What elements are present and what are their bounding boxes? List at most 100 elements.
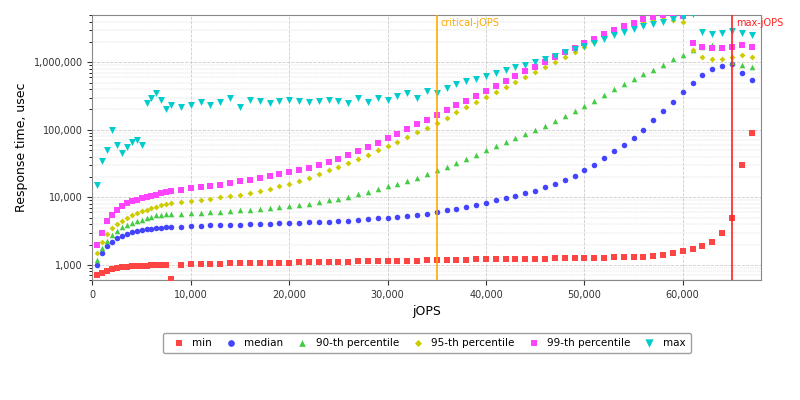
median [150, 225, 162, 231]
min [282, 259, 295, 266]
90-th percentile [381, 183, 394, 189]
99-th percentile [352, 148, 365, 154]
median [529, 188, 542, 194]
max [254, 98, 266, 104]
max [637, 23, 650, 30]
95-th percentile [106, 225, 118, 231]
min [509, 256, 522, 262]
95-th percentile [549, 58, 562, 65]
min [726, 214, 738, 221]
min [214, 260, 226, 267]
95-th percentile [140, 206, 153, 213]
95-th percentile [174, 199, 187, 205]
median [126, 229, 138, 236]
90-th percentile [430, 167, 443, 174]
99-th percentile [450, 102, 463, 108]
max [686, 11, 699, 17]
95-th percentile [618, 25, 630, 31]
95-th percentile [115, 218, 128, 224]
median [302, 219, 315, 226]
90-th percentile [135, 216, 148, 223]
median [121, 230, 134, 237]
99-th percentile [115, 203, 128, 209]
99-th percentile [110, 207, 123, 213]
90-th percentile [470, 151, 482, 158]
max [519, 62, 532, 68]
median [479, 200, 492, 206]
90-th percentile [519, 131, 532, 137]
95-th percentile [155, 202, 168, 209]
median [91, 262, 104, 268]
95-th percentile [101, 230, 114, 237]
99-th percentile [647, 14, 660, 20]
max [174, 104, 187, 110]
max [696, 29, 709, 35]
99-th percentile [204, 183, 217, 189]
90-th percentile [401, 178, 414, 184]
max [371, 94, 384, 101]
99-th percentile [184, 185, 197, 192]
min [243, 260, 256, 266]
median [342, 217, 354, 224]
min [607, 254, 620, 261]
99-th percentile [273, 171, 286, 178]
median [410, 212, 423, 218]
95-th percentile [234, 191, 246, 198]
min [121, 264, 134, 270]
90-th percentile [110, 228, 123, 234]
90-th percentile [735, 62, 748, 68]
max [430, 90, 443, 96]
max [578, 43, 590, 49]
95-th percentile [706, 56, 718, 63]
max [352, 94, 365, 101]
max [381, 96, 394, 103]
max [410, 94, 423, 101]
95-th percentile [263, 185, 276, 192]
median [696, 72, 709, 78]
min [568, 255, 581, 261]
min [155, 262, 168, 268]
95-th percentile [421, 124, 434, 131]
median [490, 197, 502, 204]
99-th percentile [460, 98, 473, 104]
95-th percentile [479, 94, 492, 100]
90-th percentile [676, 51, 689, 58]
max [666, 16, 679, 23]
median [588, 162, 601, 168]
median [401, 213, 414, 220]
95-th percentile [470, 99, 482, 106]
95-th percentile [130, 210, 143, 216]
90-th percentile [421, 171, 434, 178]
95-th percentile [243, 190, 256, 196]
min [135, 263, 148, 269]
min [332, 259, 345, 265]
95-th percentile [194, 197, 207, 203]
max [342, 100, 354, 106]
99-th percentile [165, 188, 178, 194]
99-th percentile [145, 192, 158, 199]
90-th percentile [568, 108, 581, 114]
median [332, 218, 345, 224]
99-th percentile [657, 12, 670, 18]
90-th percentile [696, 44, 709, 50]
90-th percentile [637, 71, 650, 78]
median [735, 70, 748, 76]
99-th percentile [96, 230, 109, 236]
95-th percentile [490, 89, 502, 96]
99-th percentile [234, 178, 246, 185]
90-th percentile [273, 204, 286, 210]
max [706, 31, 718, 37]
99-th percentile [746, 44, 758, 50]
median [391, 214, 404, 220]
99-th percentile [410, 121, 423, 128]
min [529, 256, 542, 262]
Text: max-jOPS: max-jOPS [736, 18, 783, 28]
max [735, 30, 748, 36]
max [184, 102, 197, 108]
95-th percentile [224, 193, 237, 199]
95-th percentile [410, 129, 423, 136]
min [499, 256, 512, 262]
min [657, 252, 670, 258]
95-th percentile [529, 69, 542, 75]
99-th percentile [332, 156, 345, 162]
